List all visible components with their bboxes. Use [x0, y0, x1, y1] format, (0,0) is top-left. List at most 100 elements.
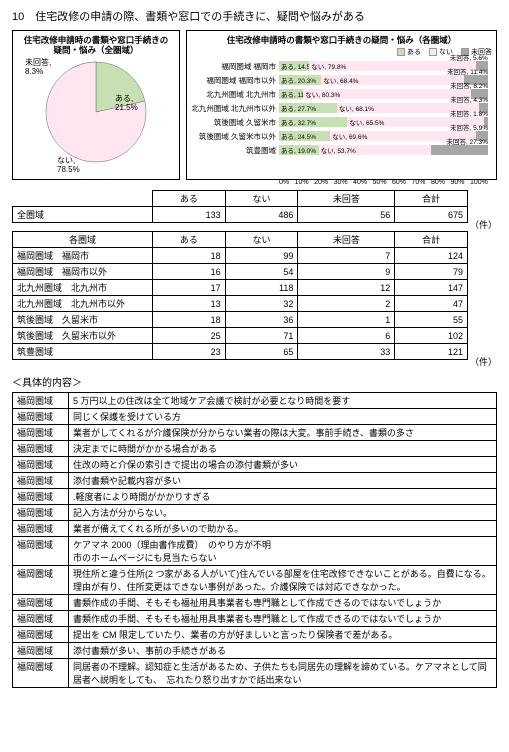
- bar-segment: ある, 20.3%: [279, 75, 321, 85]
- detail-text: 記入方法が分からない。: [69, 505, 497, 521]
- bar-segment-label: ある, 24.5%: [281, 131, 316, 141]
- bar-segment-label: ない, 80.3%: [305, 89, 340, 99]
- bar-segment-label: ない, 69.6%: [332, 131, 367, 141]
- table-cell: 筑豊圏域: [13, 344, 153, 360]
- axis-tick: 100%: [470, 179, 488, 186]
- bar-segment-label: 未回答, 27.3%: [446, 136, 488, 146]
- table-cell: 79: [395, 264, 468, 280]
- detail-region: 福岡圏域: [13, 409, 69, 425]
- bar-segment-label: 未回答, 8.2%: [450, 80, 488, 90]
- table-cell: 99: [225, 248, 298, 264]
- bar-category: 福岡圏域 福岡市以外: [191, 75, 279, 86]
- table-header: 未回答: [298, 232, 395, 248]
- detail-text: 書類作成の手間、そもそも福祉用具事業者も専門職として作成できるのではないでしょう…: [69, 611, 497, 627]
- bar-row: 筑後圏域 久留米市ある, 32.7%ない, 65.5%未回答, 1.8%: [191, 115, 492, 129]
- bar-segment-label: ある, 20.3%: [281, 75, 316, 85]
- axis-tick: 60%: [392, 179, 406, 186]
- table-row: 福岡圏域ケアマネ 2000（理由書作成費） のやり方が不明市のホームページにも見…: [13, 537, 497, 566]
- table-regions: 各圏域あるない未回答合計福岡圏域 福岡市18997124福岡圏域 福岡市以外16…: [12, 231, 468, 360]
- table-cell: 18: [153, 248, 226, 264]
- table-header: ある: [153, 191, 226, 207]
- detail-text: 添付書類や記載内容が多い: [69, 473, 497, 489]
- table-cell: 56: [298, 207, 395, 223]
- bar-category: 北九州圏域 北九州市: [191, 89, 279, 100]
- detail-region: 福岡圏域: [13, 627, 69, 643]
- table-row: 福岡圏域書類作成の手間、そもそも福祉用具事業者も専門職として作成できるのではない…: [13, 611, 497, 627]
- pie-chart-box: 住宅改修申請時の書類や窓口手続きの疑問・悩み（全圏域） ある,21.5%ない,7…: [12, 30, 180, 180]
- axis-tick: 70%: [412, 179, 426, 186]
- detail-text: 同居者の不理解。認知症と生活があるため、子供たちも同居先の理解を諦めている。ケア…: [69, 659, 497, 688]
- table-row: 福岡圏域同居者の不理解。認知症と生活があるため、子供たちも同居先の理解を諦めてい…: [13, 659, 497, 688]
- axis-tick: 40%: [353, 179, 367, 186]
- table-regions-unit: （件）: [468, 355, 497, 368]
- table-cell: 65: [225, 344, 298, 360]
- table-cell: 7: [298, 248, 395, 264]
- table-cell: 17: [153, 280, 226, 296]
- table-row: 福岡圏域同じく保護を受けている方: [13, 409, 497, 425]
- table-row: 福岡圏域添付書類が多い、事前の手続きがある: [13, 643, 497, 659]
- bar-chart-box: 住宅改修申請時の書類や窓口手続きの疑問・悩み（各圏域） あるない未回答 福岡圏域…: [186, 30, 497, 180]
- table-cell: 16: [153, 264, 226, 280]
- table-cell: 筑後圏域 久留米市: [13, 312, 153, 328]
- bar-category: 福岡圏域 福岡市: [191, 61, 279, 72]
- bar-category: 筑豊圏域: [191, 145, 279, 156]
- table-row: 福岡圏域住改の時と介保の索引きで提出の場合の添付書類が多い: [13, 457, 497, 473]
- axis-tick: 20%: [314, 179, 328, 186]
- table-cell: 36: [225, 312, 298, 328]
- table-cell: 32: [225, 296, 298, 312]
- bar-row: 福岡圏域 福岡市以外ある, 20.3%ない, 68.4%未回答, 11.4%: [191, 73, 492, 87]
- axis-tick: 0%: [279, 179, 289, 186]
- table-row: 福岡圏域提出を CM 限定していたり、業者の方が好ましいと言ったり保険者で差があ…: [13, 627, 497, 643]
- table-cell: 23: [153, 344, 226, 360]
- bar-segment: ある, 14.5%: [279, 61, 309, 71]
- table-cell: 12: [298, 280, 395, 296]
- bar-segment-label: ある, 32.7%: [281, 117, 316, 127]
- detail-text: 提出を CM 限定していたり、業者の方が好ましいと言ったり保険者で差がある。: [69, 627, 497, 643]
- bar-segment-label: ない, 65.5%: [349, 117, 384, 127]
- bars-area: 福岡圏域 福岡市ある, 14.5%ない, 79.8%未回答, 5.6%福岡圏域 …: [191, 59, 492, 179]
- detail-region: 福岡圏域: [13, 521, 69, 537]
- table-cell: 18: [153, 312, 226, 328]
- detail-region: 福岡圏域: [13, 489, 69, 505]
- table-cell: 102: [395, 328, 468, 344]
- bar-segment-label: 未回答, 11.4%: [447, 66, 488, 76]
- bar-track: ある, 19.0%ない, 53.7%未回答, 27.3%: [279, 145, 488, 155]
- pie-label: ある,21.5%: [115, 95, 138, 113]
- table-cell: 北九州圏域 北九州市: [13, 280, 153, 296]
- table-cell: 486: [225, 207, 298, 223]
- table-row: 福岡圏域業者がしてくれるが介護保険が分からない業者の際は大変。事前手続き、書類の…: [13, 425, 497, 441]
- detail-region: 福岡圏域: [13, 643, 69, 659]
- detail-text: ケアマネ 2000（理由書作成費） のやり方が不明市のホームページにも見当たらな…: [69, 537, 497, 566]
- table-row: 福岡圏域業者が備えてくれる所が多いので助かる。: [13, 521, 497, 537]
- table-cell: 全圏域: [13, 207, 153, 223]
- table-row: 福岡圏域現住所と違う住所(2 つ家がある人がいて)住んでいる部屋を住宅改修できな…: [13, 566, 497, 595]
- table-row: 福岡圏域.軽度者により時間がかかりすぎる: [13, 489, 497, 505]
- table-header: ある: [153, 232, 226, 248]
- bar-segment-label: 未回答, 5.6%: [450, 52, 488, 62]
- table-row: 福岡圏域決定までに時間がかかる場合がある: [13, 441, 497, 457]
- bar-segment-label: ない, 53.7%: [321, 145, 356, 155]
- bar-segment: 未回答, 27.3%: [431, 145, 488, 155]
- table-cell: 55: [395, 312, 468, 328]
- detail-text: 住改の時と介保の索引きで提出の場合の添付書類が多い: [69, 457, 497, 473]
- table-cell: 675: [395, 207, 468, 223]
- table-row: 福岡圏域添付書類や記載内容が多い: [13, 473, 497, 489]
- detail-text: 5 万円以上の住改は全て地域ケア会議で検討が必要となり時間を要す: [69, 393, 497, 409]
- bar-segment-label: 未回答, 4.3%: [450, 94, 488, 104]
- detail-text: 添付書類が多い、事前の手続きがある: [69, 643, 497, 659]
- detail-region: 福岡圏域: [13, 566, 69, 595]
- axis-tick: 50%: [373, 179, 387, 186]
- bar-category: 北九州圏域 北九州市以外: [191, 103, 279, 114]
- bar-segment: ない, 53.7%: [319, 145, 431, 155]
- detail-region: 福岡圏域: [13, 393, 69, 409]
- table-cell: 118: [225, 280, 298, 296]
- detail-region: 福岡圏域: [13, 611, 69, 627]
- detail-region: 福岡圏域: [13, 441, 69, 457]
- bar-segment: ある, 32.7%: [279, 117, 347, 127]
- table-header: ない: [225, 232, 298, 248]
- table-cell: 47: [395, 296, 468, 312]
- bar-segment: ある, 11.6%: [279, 89, 303, 99]
- table-cell: 筑後圏域 久留米市以外: [13, 328, 153, 344]
- bar-segment: ある, 27.7%: [279, 103, 337, 113]
- table-cell: 124: [395, 248, 468, 264]
